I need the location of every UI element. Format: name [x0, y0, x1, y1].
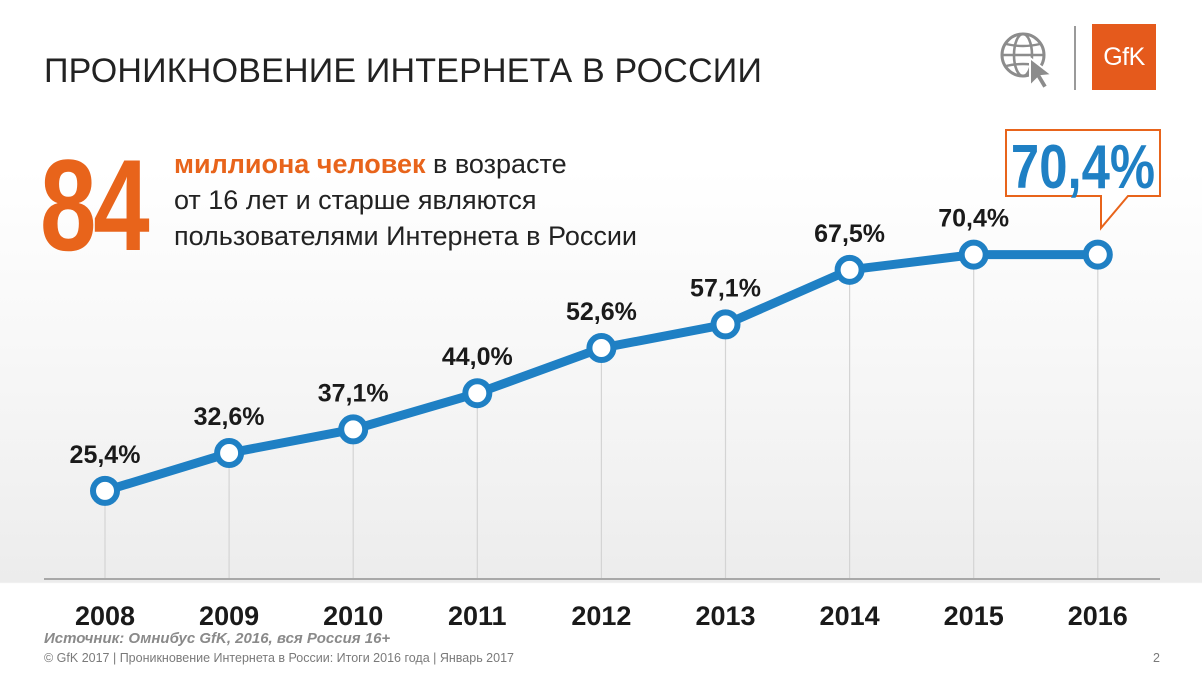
- value-label-2010: 37,1%: [318, 379, 389, 407]
- page-title: ПРОНИКНОВЕНИЕ ИНТЕРНЕТА В РОССИИ: [44, 52, 763, 90]
- callout-shape: [1005, 129, 1161, 231]
- data-point-2009: [214, 438, 245, 469]
- logo-area: GfK: [996, 24, 1166, 94]
- highlight-emphasis: миллиона человек: [174, 149, 426, 179]
- gridlines: [104, 254, 1099, 579]
- highlight-number: 84: [40, 132, 150, 278]
- x-tick-label-2012: 2012: [571, 601, 631, 631]
- highlight-text-1: в возрасте: [425, 149, 567, 179]
- highlight-line-3: пользователями Интернета в России: [174, 221, 637, 251]
- source-note: Источник: Омнибус GfK, 2016, вся Россия …: [44, 630, 391, 647]
- x-tick-label-2009: 2009: [199, 601, 259, 631]
- highlight-line-2: от 16 лет и старше являются: [174, 185, 537, 215]
- value-label-2014: 67,5%: [814, 220, 885, 248]
- x-tick-label-2011: 2011: [448, 601, 507, 631]
- x-tick-label-2016: 2016: [1068, 601, 1128, 631]
- value-labels: 25,4% 32,6% 37,1% 44,0% 52,6% 57,1% 67,5% 70,4%: [70, 205, 1010, 469]
- gfk-logo-text: GfK: [1103, 42, 1145, 71]
- data-point-2011: [462, 378, 493, 409]
- gfk-logo: GfK: [1092, 24, 1156, 90]
- logo-divider: [1074, 26, 1076, 90]
- data-point-2008: [90, 475, 120, 506]
- x-tick-label-2010: 2010: [323, 601, 383, 631]
- globe-cursor-icon: [1000, 32, 1055, 90]
- data-point-2015: [958, 239, 989, 270]
- data-points: [90, 239, 1113, 506]
- value-label-2013: 57,1%: [690, 274, 761, 302]
- data-point-2013: [710, 309, 741, 340]
- data-point-2014: [834, 254, 865, 285]
- callout-box: 70,4%: [1005, 129, 1161, 231]
- data-point-2016: [1082, 239, 1113, 270]
- data-point-2010: [338, 414, 369, 445]
- value-label-2009: 32,6%: [194, 403, 265, 431]
- value-label-2012: 52,6%: [566, 298, 637, 326]
- highlight-line-1: миллиона человек в возрасте: [174, 146, 637, 182]
- highlight-description: миллиона человек в возрасте от 16 лет и …: [174, 146, 637, 254]
- callout-label: 70,4%: [1011, 133, 1155, 202]
- page-number: 2: [1153, 651, 1160, 665]
- value-label-2008: 25,4%: [70, 441, 141, 469]
- data-point-2012: [586, 333, 617, 364]
- x-tick-labels: 2008 2009 2010 2011 2012 2013 2014 2015 2016: [75, 601, 1128, 631]
- x-tick-label-2013: 2013: [695, 601, 755, 631]
- x-tick-label-2008: 2008: [75, 601, 135, 631]
- footer-text: © GfK 2017 | Проникновение Интернета в Р…: [44, 651, 514, 665]
- x-tick-label-2014: 2014: [820, 601, 880, 631]
- value-label-2011: 44,0%: [442, 343, 513, 371]
- x-tick-label-2015: 2015: [944, 601, 1004, 631]
- value-label-2015: 70,4%: [938, 205, 1009, 233]
